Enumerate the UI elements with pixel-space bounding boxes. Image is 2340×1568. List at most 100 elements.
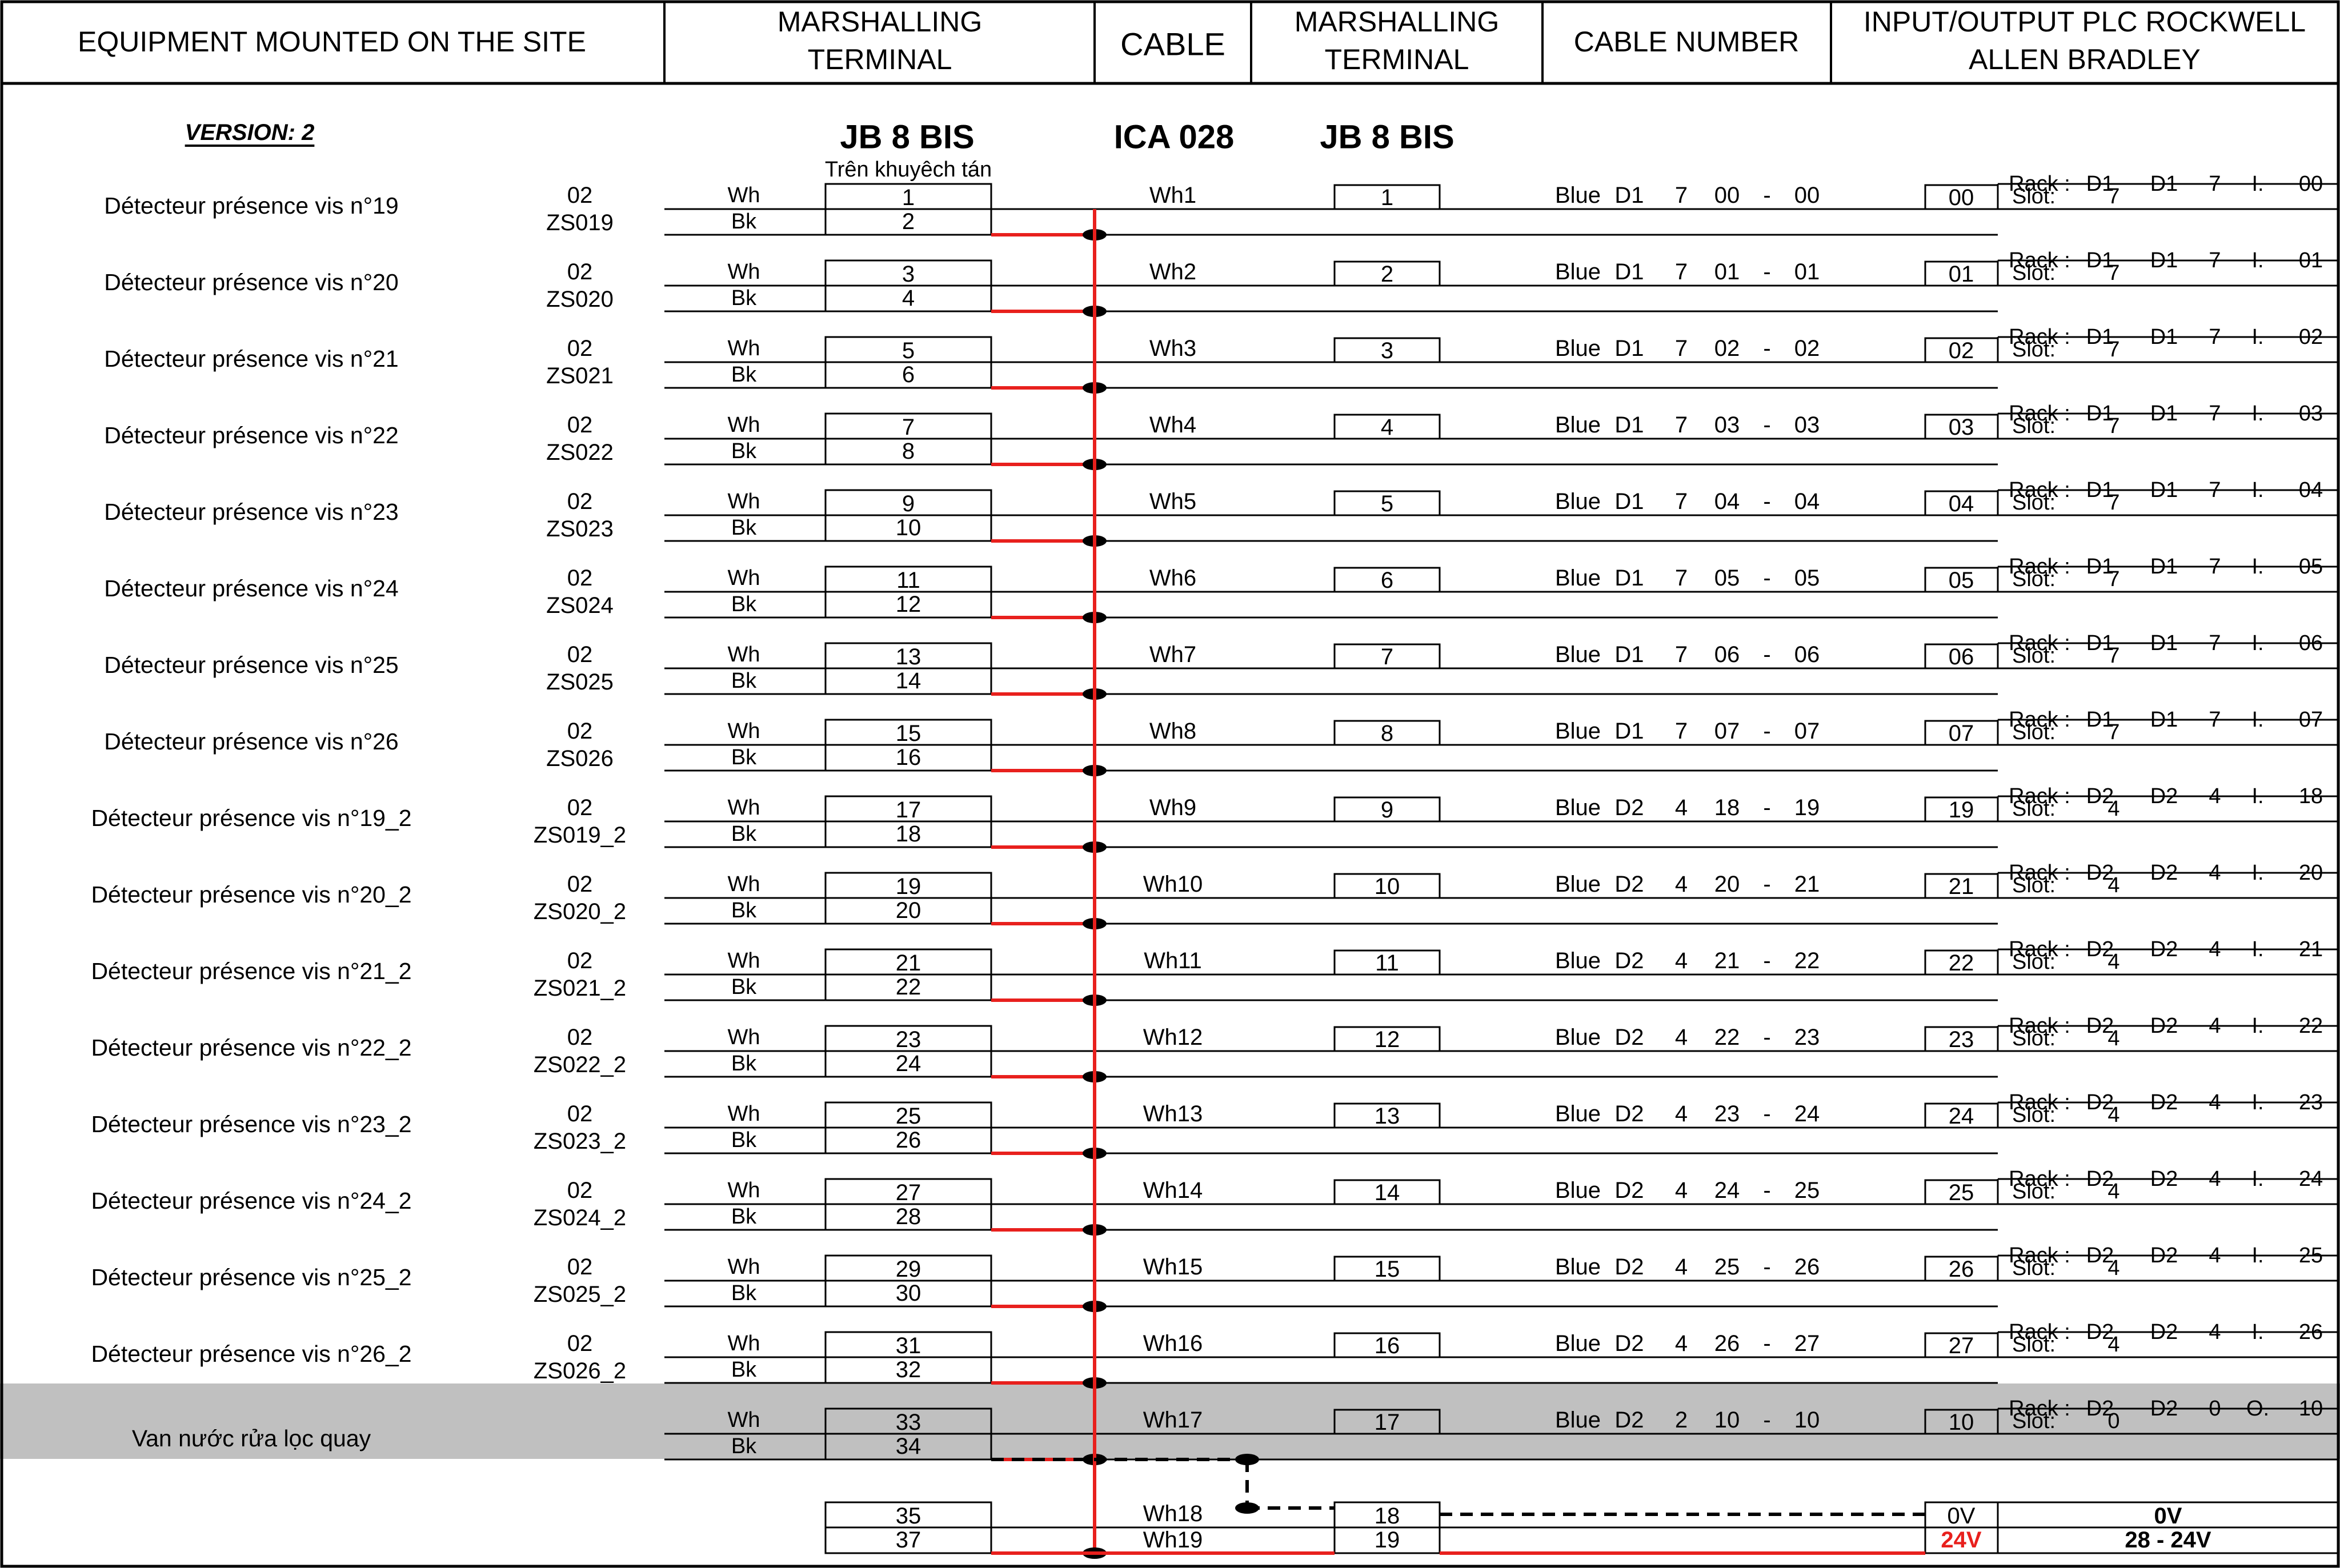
cable-number-part: 4 (1675, 1101, 1688, 1126)
cable-core-label: Wh1 (1149, 183, 1196, 208)
rack-field: 24 (2299, 1167, 2323, 1191)
cable-number-part: Blue (1555, 1254, 1601, 1280)
slot-value: 4 (2107, 797, 2119, 821)
slot-value: 7 (2107, 720, 2119, 744)
terminal-2-number: 13 (1375, 1104, 1400, 1129)
rack-field: 7 (2209, 172, 2221, 196)
io-address: 05 (1949, 568, 1974, 593)
cable-core-label: Wh8 (1149, 719, 1196, 744)
terminal-number: 28 (896, 1204, 921, 1229)
terminal-box (824, 361, 992, 389)
equipment-tag: ZS024 (546, 593, 614, 618)
cable-number-part: - (1763, 412, 1770, 438)
io-address: 00 (1949, 185, 1974, 210)
cable-number-part: D1 (1614, 336, 1644, 361)
rack-field: 01 (2299, 248, 2323, 272)
terminal-box-2 (1333, 643, 1441, 669)
terminal-box-2 (1333, 949, 1441, 976)
cable-core-label: Wh15 (1143, 1254, 1203, 1280)
rack-field: D1 (2150, 402, 2178, 426)
slot-label: Slot: (2012, 644, 2055, 668)
wire-color-bk: Bk (731, 822, 757, 846)
terminal-number: 17 (896, 797, 921, 823)
slot-value: 4 (2107, 1256, 2119, 1280)
jb-left-title: JB 8 BIS (840, 119, 974, 156)
equipment-tag: ZS020_2 (534, 899, 626, 924)
cable-core-label: Wh17 (1143, 1407, 1203, 1433)
cable-core-label: Wh14 (1143, 1178, 1203, 1203)
rack-field: I. (2251, 555, 2263, 579)
slot-label: Slot: (2012, 1180, 2055, 1204)
cable-number-part: 00 (1714, 183, 1740, 208)
cable-number-part: 7 (1675, 642, 1688, 667)
cable-core-label: Wh13 (1143, 1101, 1203, 1126)
cable-number-part: D2 (1614, 1407, 1644, 1433)
cable-number-part: - (1763, 719, 1770, 744)
equipment-description: Détecteur présence vis n°21_2 (91, 958, 411, 984)
slot-value: 4 (2107, 873, 2119, 897)
rack-label: Rack : (2009, 248, 2070, 272)
rack-field: 4 (2209, 1320, 2221, 1344)
equipment-description: Détecteur présence vis n°22_2 (91, 1034, 411, 1061)
cable-number-part: Blue (1555, 948, 1601, 973)
cable-core-label: Wh18 (1143, 1501, 1203, 1526)
rack-field: 7 (2209, 631, 2221, 655)
cable-number-part: Blue (1555, 489, 1601, 514)
terminal-box-2 (1333, 1256, 1441, 1282)
slot-value: 4 (2107, 950, 2119, 974)
terminal-box (824, 897, 992, 925)
cable-core-label: Wh10 (1143, 872, 1203, 897)
cable-core-label: Wh9 (1149, 795, 1196, 820)
rack-field: O. (2246, 1397, 2269, 1421)
cable-number-part: 24 (1794, 1101, 1820, 1126)
terminal-number: 12 (896, 592, 921, 617)
wire-color-bk: Bk (731, 1205, 757, 1229)
wire-color-wh: Wh (728, 872, 760, 896)
cable-number-part: Blue (1555, 1407, 1601, 1433)
slot-label: Slot: (2012, 1333, 2055, 1357)
cable-number-part: D2 (1614, 948, 1644, 973)
io-address: 24 (1949, 1104, 1974, 1129)
terminal-box (824, 1433, 992, 1461)
jb-left-note: Trên khuyêch tán (825, 158, 992, 182)
equipment-code: 02 (567, 259, 593, 284)
rack-field: D2 (2086, 1090, 2114, 1114)
equipment-description: Détecteur présence vis n°26 (104, 728, 399, 755)
io-address: 06 (1949, 644, 1974, 669)
terminal-number: 13 (896, 644, 921, 669)
equipment-description: Détecteur présence vis n°20 (104, 269, 399, 295)
equipment-code: 02 (567, 1331, 593, 1356)
io-address: 19 (1949, 797, 1974, 823)
valve-junction (1235, 1454, 1259, 1465)
header-marshalling-1-line1: MARSHALLING (778, 6, 982, 38)
slot-label: Slot: (2012, 414, 2055, 438)
cable-number-part: 24 (1714, 1178, 1740, 1203)
rack-label: Rack : (2009, 1244, 2070, 1268)
equipment-tag: ZS024_2 (534, 1205, 626, 1230)
terminal-box (824, 744, 992, 772)
wire-color-bk: Bk (731, 1281, 757, 1305)
rack-field: 03 (2299, 402, 2323, 426)
cable-name-title: ICA 028 (1114, 119, 1235, 156)
rack-field: 4 (2209, 937, 2221, 961)
terminal-number: 10 (896, 515, 921, 540)
version-label: VERSION: 2 (185, 120, 315, 145)
rack-label: Rack : (2009, 478, 2070, 502)
cable-number-part: 26 (1794, 1254, 1820, 1280)
wire-color-bk: Bk (731, 745, 757, 769)
terminal-box (824, 514, 992, 542)
cable-number-part: 01 (1794, 259, 1820, 284)
rack-field: D2 (2150, 1090, 2178, 1114)
rack-field: 00 (2299, 172, 2323, 196)
equipment-code: 02 (567, 1254, 593, 1280)
cable-number-part: 25 (1714, 1254, 1740, 1280)
terminal-box-2 (1333, 796, 1441, 823)
rack-label: Rack : (2009, 861, 2070, 885)
cable-core-label: Wh5 (1149, 489, 1196, 514)
terminal-number: 21 (896, 951, 921, 976)
cable-core-label: Wh7 (1149, 642, 1196, 667)
cable-number-part: - (1763, 948, 1770, 973)
rack-field: D1 (2150, 478, 2178, 502)
rack-field: D1 (2086, 325, 2114, 349)
cable-number-part: - (1763, 1331, 1770, 1356)
